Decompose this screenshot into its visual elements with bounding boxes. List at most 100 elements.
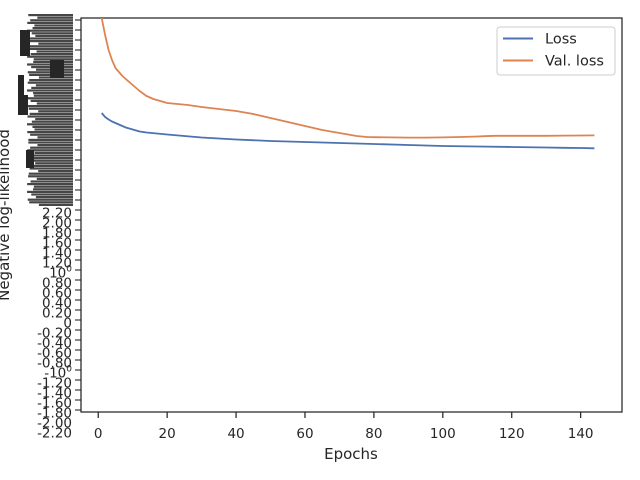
y-tick-label-overlap — [20, 30, 30, 56]
y-tick-label-overlap — [27, 123, 74, 126]
y-tick-label-overlap — [33, 58, 73, 61]
y-tick-label-overlap — [32, 154, 73, 157]
y-tick-labels-overlapping — [18, 14, 74, 206]
y-tick-label: 1.40 — [42, 246, 72, 262]
y-tick-label-overlap — [32, 27, 73, 30]
y-tick-label: -0.20 — [37, 326, 72, 342]
y-tick-label: -1.80 — [37, 406, 72, 422]
y-tick-label-overlap — [33, 94, 73, 97]
y-tick-label: -0.40 — [37, 336, 72, 352]
x-tick-label: 0 — [94, 426, 103, 442]
y-tick-label-overlap — [27, 55, 73, 58]
y-tick-label: 0.80 — [42, 276, 72, 292]
x-tick-label: 80 — [365, 426, 382, 442]
y-tick-label-overlap — [34, 24, 73, 27]
y-tick-label-overlap — [32, 125, 73, 128]
y-tick-label-overlap — [28, 172, 74, 175]
y-tick-label-overlap — [27, 157, 73, 160]
y-tick-label-overlap — [30, 146, 73, 149]
y-tick-label-overlap — [33, 92, 73, 95]
y-tick-label-overlap — [35, 84, 73, 87]
y-tick-label: -1.40 — [37, 386, 72, 402]
y-tick-label-overlap — [28, 45, 73, 48]
y-tick-label-overlap — [28, 175, 73, 178]
plot-area — [80, 17, 623, 413]
y-tick-label: -2.00 — [37, 416, 72, 432]
y-tick-label-overlap — [27, 89, 73, 92]
y-tick-label: 1.60 — [42, 236, 72, 252]
y-tick-label-overlap — [37, 16, 73, 19]
y-tick-label-overlap — [27, 131, 74, 134]
y-tick-label-overlap — [29, 201, 74, 204]
y-tick-label: -0.60 — [37, 346, 72, 362]
y-tick-label-overlap — [27, 190, 73, 193]
y-tick-label-overlap — [37, 136, 73, 139]
y-tick-label: -0.80 — [37, 356, 72, 372]
y-tick-label-overlap — [29, 79, 73, 82]
y-tick-label-overlap — [36, 50, 73, 53]
y-tick-label-overlap — [30, 53, 73, 56]
y-tick-label-overlap — [30, 99, 73, 102]
x-tick-label: 60 — [296, 426, 313, 442]
y-tick-labels: 2.202.001.801.601.401.201000.800.600.400… — [37, 206, 72, 442]
y-tick-label-overlap — [37, 144, 73, 147]
y-tick-label: -1.60 — [37, 396, 72, 412]
x-tick-label: 20 — [159, 426, 176, 442]
x-tick-label: 120 — [499, 426, 525, 442]
y-tick-label-overlap — [27, 115, 73, 118]
x-tick-label: 40 — [227, 426, 244, 442]
y-tick-marks — [75, 19, 81, 411]
y-tick-label-overlap — [35, 162, 73, 165]
y-tick-label: 100 — [49, 265, 72, 282]
y-tick-label-overlap — [28, 105, 73, 108]
y-tick-label-overlap — [29, 112, 73, 115]
y-tick-label: -1.20 — [37, 376, 72, 392]
y-tick-label-overlap — [27, 198, 73, 201]
y-tick-label: 2.20 — [42, 206, 72, 222]
legend-label-loss: Loss — [545, 32, 577, 48]
y-tick-label-overlap — [33, 188, 73, 191]
y-tick-label-overlap — [28, 107, 73, 110]
y-tick-label-overlap — [34, 128, 73, 131]
legend-label-val-loss: Val. loss — [545, 54, 604, 70]
x-ticks: 0 20 40 60 80 100 120 140 — [94, 412, 594, 442]
y-tick-label-overlap — [27, 164, 73, 167]
y-tick-label: 1.20 — [42, 256, 72, 272]
y-tick-label: 0 — [63, 316, 72, 332]
y-tick-label-overlap — [36, 177, 73, 180]
y-tick-label-overlap — [27, 183, 74, 186]
y-tick-label-overlap — [35, 34, 73, 37]
y-tick-label-overlap — [29, 167, 73, 170]
x-tick-label: 100 — [430, 426, 456, 442]
y-tick-label-overlap — [30, 19, 74, 22]
y-tick-label-overlap — [27, 149, 73, 152]
y-tick-label-overlap — [27, 37, 73, 40]
y-tick-label: -2.20 — [37, 426, 72, 442]
y-tick-label-overlap — [38, 170, 73, 173]
y-tick-label: -100 — [44, 365, 72, 382]
y-tick-label: 0.40 — [42, 296, 72, 312]
y-tick-label-overlap — [31, 120, 73, 123]
y-tick-label-overlap — [35, 196, 73, 199]
y-tick-label-overlap — [28, 14, 73, 17]
y-tick-label-overlap — [28, 141, 73, 144]
y-tick-label-overlap — [26, 150, 34, 168]
y-tick-label-overlap — [31, 193, 73, 196]
y-tick-label-overlap — [27, 97, 73, 100]
y-tick-label-overlap — [30, 133, 73, 136]
y-tick-label: 0.60 — [42, 286, 72, 302]
y-tick-label-overlap — [31, 159, 73, 162]
y-tick-label-overlap — [38, 203, 73, 206]
y-tick-label: 0.20 — [42, 306, 72, 322]
y-tick-label-overlap — [38, 110, 73, 113]
y-tick-label-overlap — [27, 21, 74, 24]
legend: Loss Val. loss — [496, 26, 616, 76]
series-lines — [100, 17, 595, 150]
y-tick-label-overlap — [50, 60, 64, 78]
y-tick-label-overlap — [31, 32, 73, 35]
series-line-1 — [100, 17, 595, 139]
y-tick-label-overlap — [38, 42, 73, 45]
y-tick-label-overlap — [29, 40, 73, 43]
y-tick-label: 1.80 — [42, 226, 72, 242]
